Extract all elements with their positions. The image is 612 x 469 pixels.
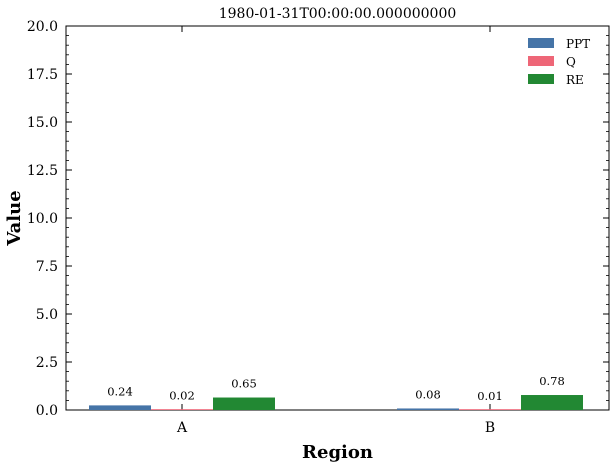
data-label: 0.65 (231, 377, 257, 391)
data-label: 0.78 (539, 374, 565, 388)
data-label: 0.02 (169, 389, 195, 403)
bar-ppt-a (89, 405, 151, 410)
data-label: 0.08 (415, 387, 441, 401)
x-tick-label: A (176, 420, 188, 436)
bars (89, 395, 583, 410)
bar-q-b (459, 409, 521, 410)
bar-q-a (151, 409, 213, 410)
x-tick-label: B (485, 420, 495, 436)
y-tick-label: 20.0 (27, 19, 58, 35)
data-labels: 0.24 0.02 0.65 0.08 0.01 0.78 (107, 374, 565, 403)
legend-label: PPT (566, 37, 590, 51)
x-axis-label: Region (302, 442, 373, 463)
legend-swatch-re (528, 74, 554, 84)
y-axis: 0.0 2.5 5.0 7.5 10.0 12.5 15.0 17.5 20.0 (27, 19, 609, 419)
bar-re-a (213, 397, 275, 410)
y-tick-label: 7.5 (36, 259, 58, 275)
plot-frame (65, 25, 610, 411)
bar-re-b (521, 395, 583, 410)
legend-swatch-q (528, 56, 554, 66)
y-tick-label: 15.0 (27, 115, 58, 131)
legend: PPT Q RE (528, 37, 590, 87)
y-tick-label: 10.0 (27, 211, 58, 227)
y-axis-label: Value (4, 190, 25, 246)
y-tick-label: 17.5 (27, 67, 58, 83)
y-tick-label: 5.0 (36, 307, 58, 323)
y-tick-label: 0.0 (36, 403, 58, 419)
legend-label: Q (566, 55, 576, 69)
y-tick-label: 2.5 (36, 355, 58, 371)
y-tick-label: 12.5 (27, 163, 58, 179)
data-label: 0.24 (107, 384, 133, 398)
bar-ppt-b (397, 408, 459, 410)
legend-label: RE (566, 73, 584, 87)
plot-area (65, 25, 610, 411)
chart-title: 1980-01-31T00:00:00.000000000 (219, 6, 457, 22)
data-label: 0.01 (477, 389, 503, 403)
legend-swatch-ppt (528, 38, 554, 48)
